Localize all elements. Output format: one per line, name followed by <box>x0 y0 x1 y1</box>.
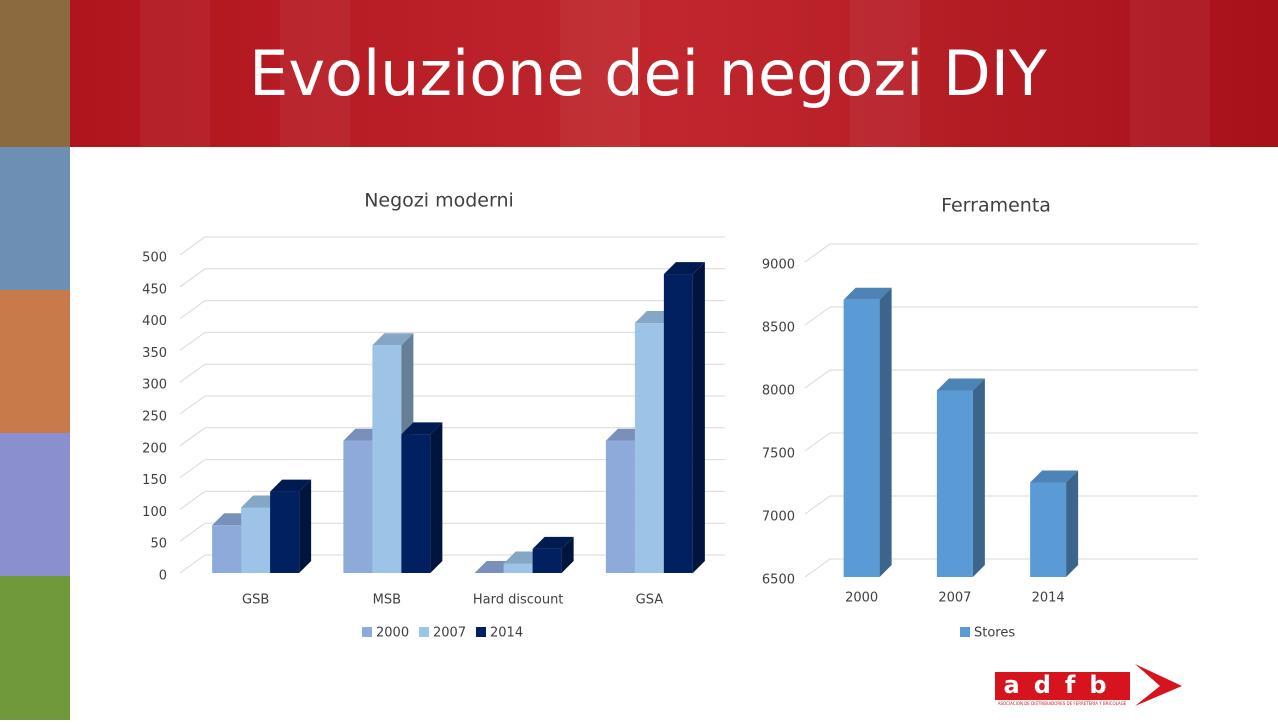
side-images <box>0 0 70 720</box>
x-tick-label: GSB <box>242 593 269 608</box>
grid-line <box>179 427 725 447</box>
bar-side <box>1066 470 1079 577</box>
grid-line <box>179 522 725 542</box>
bar <box>212 525 242 573</box>
bar <box>936 390 973 577</box>
logo-name: adfb <box>1004 671 1121 699</box>
grid-line <box>179 236 725 256</box>
y-tick-label: 350 <box>142 346 167 361</box>
x-tick-label: Hard discount <box>473 593 564 608</box>
grid-line <box>179 395 725 415</box>
grid-line <box>179 268 725 288</box>
y-tick-label: 300 <box>142 378 167 393</box>
legend-label: 2000 <box>376 626 409 641</box>
bar-side <box>692 262 705 573</box>
x-tick-label: 2014 <box>1032 591 1065 606</box>
bar <box>343 440 373 573</box>
y-tick-label: 6500 <box>762 573 795 588</box>
bar <box>605 440 635 573</box>
bar-top <box>843 287 892 300</box>
bar-side <box>972 378 985 577</box>
y-tick-label: 200 <box>142 441 167 456</box>
bar <box>270 491 300 573</box>
grid-line <box>804 369 1198 389</box>
y-tick-label: 150 <box>142 473 167 488</box>
legend-swatch <box>362 627 372 637</box>
bar-side <box>299 479 312 573</box>
y-tick-label: 8500 <box>762 321 795 336</box>
logo-tagline: ASOCIACION DE DISTRIBUIDORES DE FERRETER… <box>998 701 1127 706</box>
chart-title: Negozi moderni <box>364 190 514 212</box>
x-tick-label: MSB <box>373 593 401 608</box>
grid-line <box>804 432 1198 452</box>
y-tick-label: 7500 <box>762 447 795 462</box>
bar <box>843 299 880 577</box>
bar-top <box>372 333 414 346</box>
bar-side <box>430 422 443 573</box>
bar <box>634 323 664 573</box>
x-tick-label: 2007 <box>938 591 971 606</box>
bar-side <box>879 287 892 577</box>
grid-line <box>179 331 725 351</box>
bar <box>663 274 693 573</box>
y-tick-label: 7000 <box>762 510 795 525</box>
y-tick-label: 0 <box>159 569 167 584</box>
legend-label: 2007 <box>433 626 466 641</box>
bar <box>1030 482 1067 577</box>
y-tick-label: 50 <box>150 537 167 552</box>
grid-line <box>804 306 1198 326</box>
x-tick-label: 2000 <box>845 591 878 606</box>
x-tick-label: GSA <box>636 593 664 608</box>
grid-line <box>804 243 1198 263</box>
bar-top <box>663 262 705 275</box>
y-tick-label: 450 <box>142 282 167 297</box>
y-tick-label: 9000 <box>762 258 795 273</box>
banner-stripes <box>140 0 1210 147</box>
chart-title: Ferramenta <box>941 195 1051 217</box>
grid-line <box>179 300 725 320</box>
slide-title: Evoluzione dei negozi DIY <box>249 37 1047 110</box>
y-tick-label: 100 <box>142 505 167 520</box>
legend-swatch <box>419 627 429 637</box>
bar <box>241 507 271 573</box>
bar <box>401 434 431 573</box>
bar-top <box>401 422 443 435</box>
bar-top <box>270 479 312 492</box>
bar <box>503 563 533 573</box>
bar-top <box>532 536 574 549</box>
grid-line <box>179 490 725 510</box>
y-tick-label: 400 <box>142 314 167 329</box>
bar <box>372 345 402 573</box>
legend-swatch <box>960 627 970 637</box>
legend-swatch <box>476 627 486 637</box>
bar-side <box>561 536 574 573</box>
grid-line <box>179 459 725 479</box>
y-tick-label: 250 <box>142 410 167 425</box>
bar <box>532 548 562 573</box>
y-tick-label: 8000 <box>762 384 795 399</box>
bar-top <box>1030 470 1079 483</box>
bar-top <box>936 378 985 391</box>
grid-line <box>179 363 725 383</box>
legend-label: Stores <box>974 626 1015 641</box>
legend-label: 2014 <box>490 626 523 641</box>
logo: adfb ASOCIACION DE DISTRIBUIDORES DE FER… <box>995 664 1182 706</box>
y-tick-label: 500 <box>142 251 167 266</box>
header-banner <box>70 0 1278 147</box>
